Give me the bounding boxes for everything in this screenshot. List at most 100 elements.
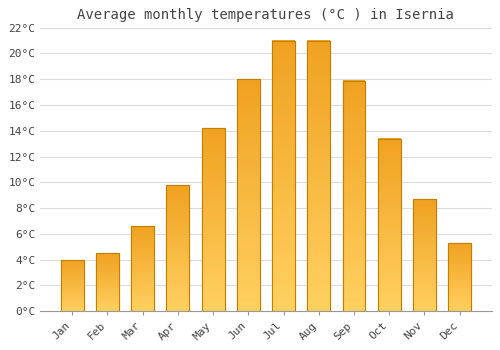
Bar — [96, 278, 119, 279]
Bar — [202, 234, 224, 238]
Bar — [60, 264, 84, 265]
Bar — [131, 231, 154, 233]
Bar — [413, 286, 436, 289]
Bar — [131, 241, 154, 243]
Bar — [237, 144, 260, 149]
Bar — [308, 208, 330, 214]
Bar — [60, 276, 84, 277]
Bar — [413, 300, 436, 302]
Bar — [60, 298, 84, 299]
Bar — [96, 265, 119, 266]
Bar — [96, 253, 119, 254]
Bar — [96, 266, 119, 267]
Bar — [272, 51, 295, 57]
Bar — [413, 257, 436, 260]
Bar — [448, 289, 471, 291]
Bar — [413, 239, 436, 242]
Bar — [378, 232, 400, 235]
Bar — [413, 215, 436, 217]
Bar — [60, 279, 84, 280]
Bar — [342, 246, 365, 251]
Bar — [342, 274, 365, 279]
Bar — [448, 298, 471, 299]
Bar — [272, 208, 295, 214]
Bar — [96, 262, 119, 264]
Bar — [308, 224, 330, 230]
Bar — [202, 143, 224, 147]
Bar — [237, 79, 260, 311]
Bar — [60, 281, 84, 282]
Bar — [448, 252, 471, 254]
Bar — [378, 252, 400, 256]
Bar — [413, 271, 436, 273]
Bar — [60, 310, 84, 311]
Bar — [413, 226, 436, 228]
Bar — [96, 298, 119, 300]
Bar — [166, 251, 190, 253]
Bar — [272, 306, 295, 311]
Bar — [272, 235, 295, 241]
Bar — [237, 121, 260, 126]
Bar — [413, 201, 436, 204]
Bar — [166, 258, 190, 261]
Bar — [202, 179, 224, 183]
Bar — [413, 291, 436, 293]
Bar — [166, 187, 190, 190]
Bar — [237, 163, 260, 167]
Bar — [202, 172, 224, 176]
Bar — [342, 205, 365, 210]
Bar — [166, 284, 190, 286]
Bar — [272, 170, 295, 176]
Bar — [342, 177, 365, 182]
Bar — [413, 241, 436, 244]
Bar — [448, 255, 471, 257]
Bar — [448, 292, 471, 294]
Bar — [413, 210, 436, 212]
Bar — [96, 280, 119, 281]
Bar — [272, 154, 295, 160]
Bar — [131, 267, 154, 269]
Bar — [378, 249, 400, 252]
Bar — [60, 282, 84, 284]
Bar — [96, 257, 119, 258]
Bar — [378, 142, 400, 146]
Bar — [308, 100, 330, 105]
Bar — [237, 204, 260, 209]
Bar — [342, 297, 365, 302]
Bar — [448, 263, 471, 265]
Bar — [378, 197, 400, 201]
Bar — [96, 256, 119, 257]
Bar — [342, 256, 365, 260]
Bar — [378, 225, 400, 228]
Bar — [202, 132, 224, 135]
Bar — [202, 271, 224, 275]
Bar — [96, 259, 119, 260]
Bar — [342, 145, 365, 150]
Bar — [308, 132, 330, 138]
Bar — [272, 57, 295, 62]
Bar — [308, 181, 330, 187]
Bar — [342, 117, 365, 122]
Bar — [308, 203, 330, 208]
Bar — [308, 176, 330, 181]
Bar — [202, 267, 224, 271]
Bar — [237, 84, 260, 89]
Bar — [96, 287, 119, 288]
Bar — [202, 307, 224, 311]
Bar — [166, 263, 190, 266]
Bar — [202, 187, 224, 190]
Bar — [131, 309, 154, 311]
Bar — [131, 279, 154, 281]
Bar — [60, 290, 84, 292]
Bar — [202, 238, 224, 242]
Bar — [96, 268, 119, 270]
Bar — [96, 303, 119, 304]
Bar — [272, 219, 295, 225]
Bar — [60, 309, 84, 310]
Bar — [60, 265, 84, 266]
Bar — [237, 158, 260, 163]
Bar — [448, 274, 471, 276]
Bar — [166, 253, 190, 255]
Bar — [237, 130, 260, 135]
Bar — [166, 195, 190, 197]
